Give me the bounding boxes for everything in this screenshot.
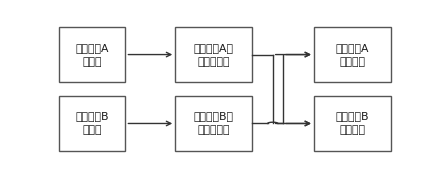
FancyBboxPatch shape (175, 96, 252, 151)
FancyBboxPatch shape (314, 96, 391, 151)
FancyBboxPatch shape (59, 27, 126, 82)
FancyBboxPatch shape (175, 27, 252, 82)
Text: 控制通道B
控制模块: 控制通道B 控制模块 (335, 112, 369, 136)
Text: 控制通道B数
据采集模块: 控制通道B数 据采集模块 (194, 112, 234, 136)
Text: 控制通道A数
据采集模块: 控制通道A数 据采集模块 (194, 43, 234, 67)
FancyBboxPatch shape (314, 27, 391, 82)
Text: 控制通道B
传感器: 控制通道B 传感器 (75, 112, 109, 136)
Text: 控制通道A
控制模块: 控制通道A 控制模块 (335, 43, 369, 67)
Text: 控制通道A
传感器: 控制通道A 传感器 (75, 43, 109, 67)
FancyBboxPatch shape (59, 96, 126, 151)
